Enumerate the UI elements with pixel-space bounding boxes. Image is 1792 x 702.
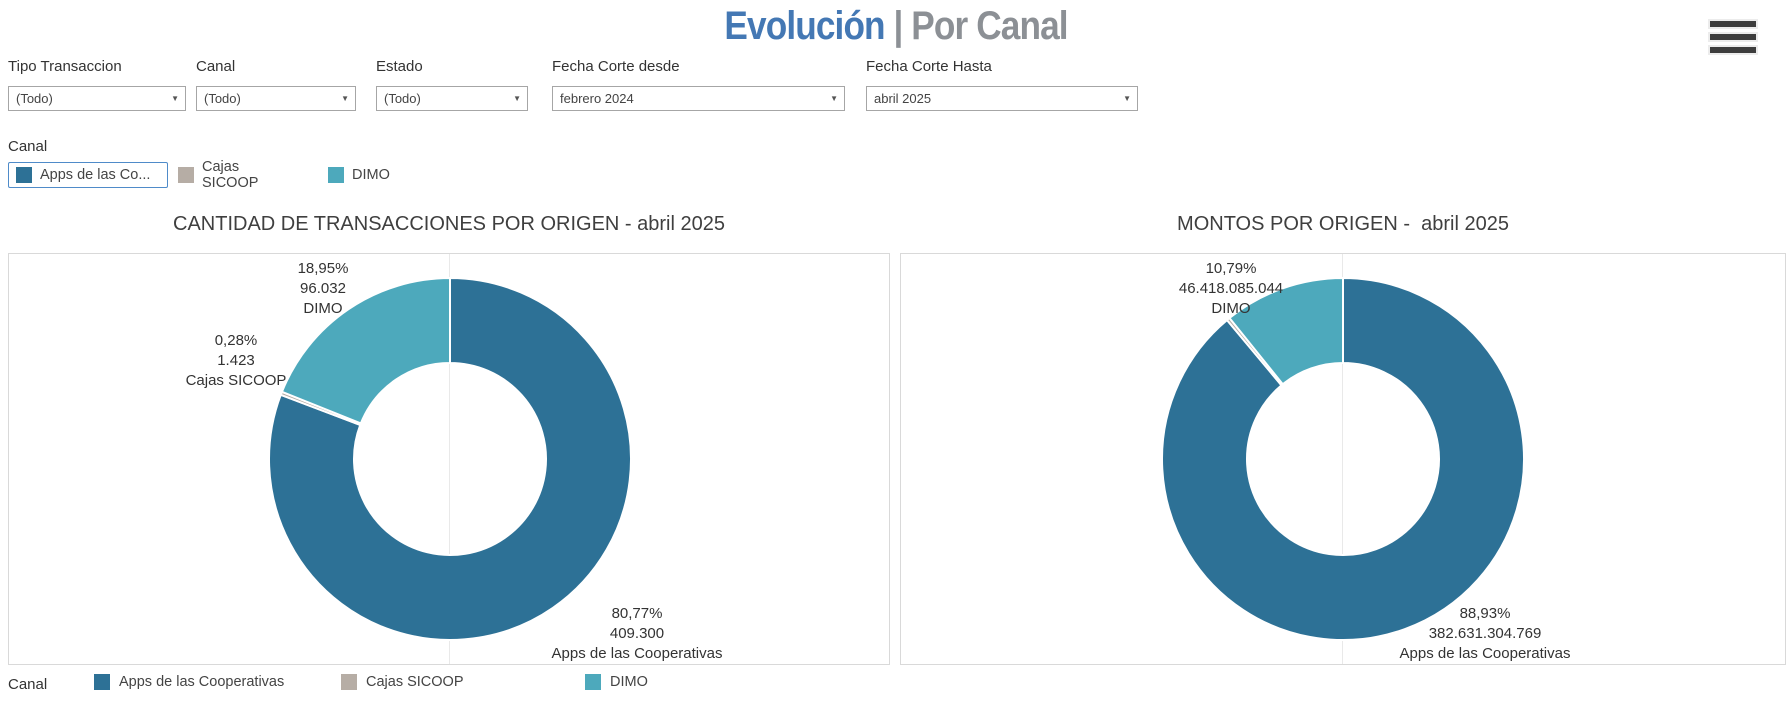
slice-label-dimo: 10,79% 46.418.085.044 DIMO [1126,259,1336,319]
slice-name: DIMO [1211,300,1251,317]
slice-label-cajas-sicoop: 0,28% 1.423 Cajas SICOOP [156,331,316,391]
chevron-down-icon: ▼ [341,94,349,103]
legend-item-label: Cajas SICOOP [202,159,259,191]
filter-tipo-transaccion: Tipo Transaccion (Todo) ▼ [8,58,186,111]
filter-canal: Canal (Todo) ▼ [196,58,356,111]
slice-label-apps: 88,93% 382.631.304.769 Apps de las Coope… [1370,604,1600,664]
donut-slice-dimo[interactable] [280,276,451,425]
cajas-color-swatch [178,167,194,183]
legend-item-apps-selected[interactable]: Apps de las Co... [8,162,168,188]
slice-value: 46.418.085.044 [1178,280,1284,297]
legend-item-label: DIMO [352,167,390,183]
dropdown-value: (Todo) [16,91,53,106]
legend-item-apps[interactable]: Apps de las Cooperativas [94,674,284,690]
slice-label-apps: 80,77% 409.300 Apps de las Cooperativas [547,604,727,664]
legend-item-cajas-sicoop[interactable]: Cajas SICOOP [341,674,464,690]
legend-item-cajas-sicoop[interactable]: Cajas SICOOP [178,159,259,191]
apps-color-swatch [16,167,32,183]
slice-value: 382.631.304.769 [1428,625,1542,642]
filter-estado: Estado (Todo) ▼ [376,58,528,111]
cajas-color-swatch [341,674,357,690]
dimo-color-swatch [585,674,601,690]
chevron-down-icon: ▼ [830,94,838,103]
canal-dropdown[interactable]: (Todo) ▼ [196,86,356,111]
filter-label: Fecha Corte Hasta [866,58,992,75]
slice-label-dimo: 18,95% 96.032 DIMO [243,259,403,319]
page-title-secondary: Por Canal [911,4,1068,48]
cantidad-donut-chart[interactable] [9,254,889,664]
slice-percent: 0,28% [214,332,258,349]
slice-value: 1.423 [217,352,255,369]
dropdown-value: (Todo) [384,91,421,106]
legend-item-label: Cajas SICOOP [366,674,464,690]
slice-name: DIMO [303,300,343,317]
filter-label: Estado [376,58,423,75]
chevron-down-icon: ▼ [513,94,521,103]
chevron-down-icon: ▼ [1123,94,1131,103]
filter-label: Tipo Transaccion [8,58,122,75]
slice-name: Cajas SICOOP [185,372,287,389]
axis-line [1342,254,1343,664]
page-title: Evolución | Por Canal [0,4,1792,49]
canal-highlight-legend: Canal Apps de las Co... Cajas SICOOP DIM… [8,138,390,191]
filter-fecha-corte-hasta: Fecha Corte Hasta abril 2025 ▼ [866,58,1138,111]
dropdown-value: abril 2025 [874,91,932,106]
legend-item-label: DIMO [610,674,648,690]
slice-value: 409.300 [609,625,665,642]
cantidad-chart-panel: 18,95% 96.032 DIMO 0,28% 1.423 Cajas SIC… [8,253,890,665]
donut-slice-apps-de-las-cooperativas[interactable] [1161,276,1525,641]
slice-name: Apps de las Cooperativas [1399,645,1571,662]
dropdown-value: (Todo) [204,91,241,106]
page-title-separator: | [893,4,903,48]
hamburger-bar [1710,21,1756,27]
filter-fecha-corte-desde: Fecha Corte desde febrero 2024 ▼ [552,58,845,111]
montos-donut-chart[interactable] [901,254,1785,664]
hamburger-icon[interactable] [1710,21,1756,53]
legend-row: Apps de las Co... Cajas SICOOP DIMO [8,159,390,191]
legend-title: Canal [8,676,48,693]
legend-title: Canal [8,138,48,155]
estado-dropdown[interactable]: (Todo) ▼ [376,86,528,111]
hamburger-bar [1710,34,1756,40]
dropdown-value: febrero 2024 [560,91,634,106]
tipo-transaccion-dropdown[interactable]: (Todo) ▼ [8,86,186,111]
slice-percent: 88,93% [1459,605,1511,622]
chart-title-montos: MONTOS POR ORIGEN - abril 2025 [1177,213,1509,235]
filter-label: Canal [196,58,236,75]
axis-line [449,254,450,664]
legend-item-label: Apps de las Cooperativas [119,674,285,690]
legend-item-dimo[interactable]: DIMO [328,162,390,188]
canal-color-legend: Canal Apps de las Cooperativas Cajas SIC… [8,673,1792,697]
slice-name: Apps de las Cooperativas [551,645,723,662]
montos-chart-panel: 10,79% 46.418.085.044 DIMO 88,93% 382.63… [900,253,1786,665]
apps-color-swatch [94,674,110,690]
legend-item-label: Apps de las Co... [40,167,151,183]
chevron-down-icon: ▼ [171,94,179,103]
slice-percent: 18,95% [297,260,349,277]
dimo-color-swatch [328,167,344,183]
fecha-corte-desde-dropdown[interactable]: febrero 2024 ▼ [552,86,845,111]
slice-percent: 10,79% [1205,260,1257,277]
fecha-corte-hasta-dropdown[interactable]: abril 2025 ▼ [866,86,1138,111]
slice-percent: 80,77% [611,605,663,622]
chart-title-cantidad: CANTIDAD DE TRANSACCIONES POR ORIGEN - a… [173,213,725,235]
hamburger-bar [1710,47,1756,53]
page-title-primary: Evolución [724,4,885,48]
legend-item-dimo[interactable]: DIMO [585,674,648,690]
donut-slice-dimo[interactable] [1228,276,1344,386]
filter-label: Fecha Corte desde [552,58,680,75]
donut-slice-apps-de-las-cooperativas[interactable] [268,276,632,641]
slice-value: 96.032 [300,280,346,297]
